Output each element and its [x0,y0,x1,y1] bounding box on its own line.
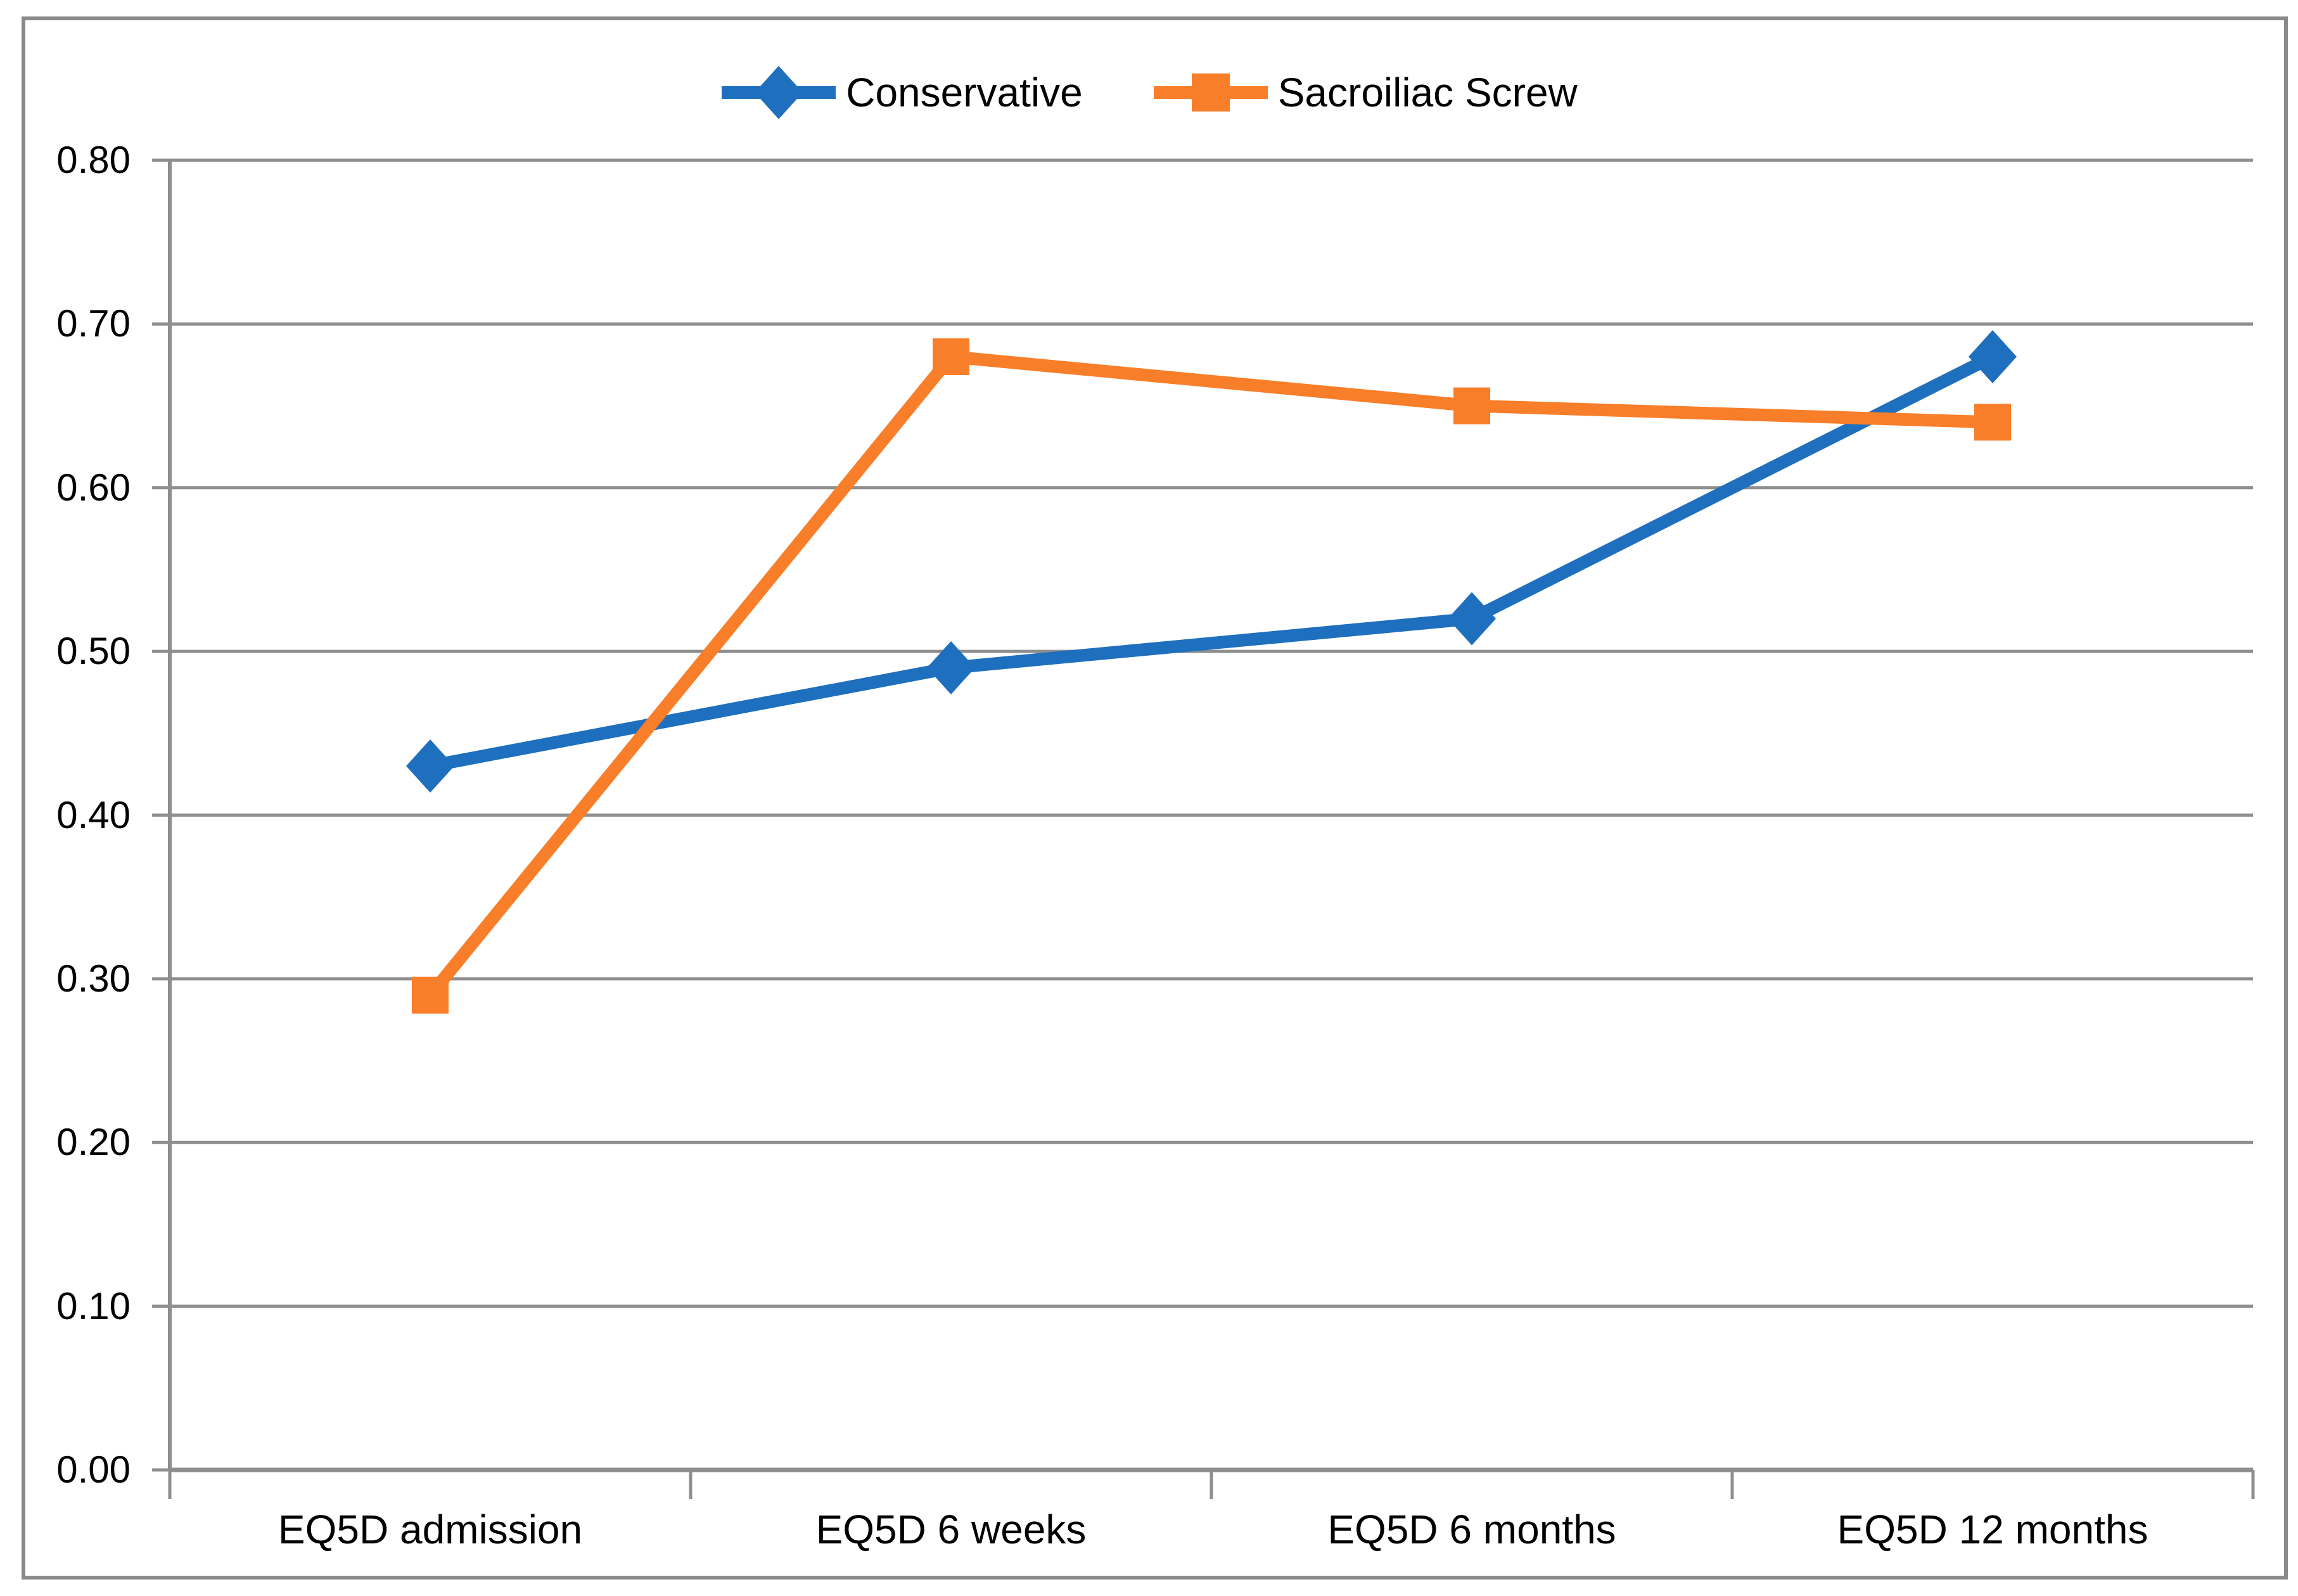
y-axis-tick-label: 0.20 [56,1121,131,1164]
y-axis-tick-label: 0.70 [56,302,131,345]
data-point-marker-square [1453,387,1490,425]
data-point-marker-diamond [406,739,454,793]
y-axis-tick-label: 0.10 [56,1284,131,1327]
y-axis-tick-label: 0.00 [56,1448,131,1491]
figure-border [22,16,2288,1580]
data-point-marker-diamond [927,641,975,694]
x-axis-category-label: EQ5D 6 weeks [815,1507,1087,1552]
y-axis-tick-label: 0.80 [56,139,131,181]
data-point-marker-square [412,976,449,1014]
data-point-marker-diamond [1969,330,2017,384]
x-axis-category-label: EQ5D admission [278,1507,583,1552]
y-axis-tick-label: 0.40 [56,793,131,836]
y-axis-tick-label: 0.30 [56,957,131,1000]
data-point-marker-diamond [1448,592,1496,646]
series-line-0 [429,351,1996,772]
x-axis-category-label: EQ5D 12 months [1837,1507,2148,1552]
y-axis-tick-label: 0.50 [56,630,131,673]
series-line-1 [425,350,1993,1000]
data-point-marker-square [933,338,969,376]
y-axis-tick-label: 0.60 [56,466,131,509]
data-point-marker-square [1974,404,2011,441]
x-axis-category-label: EQ5D 6 months [1327,1507,1616,1552]
